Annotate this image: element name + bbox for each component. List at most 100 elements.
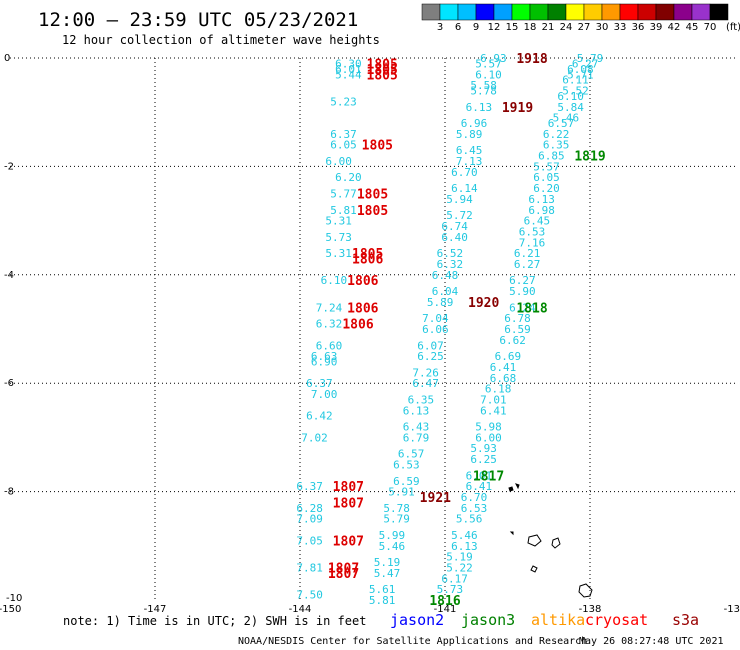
island-6 — [515, 483, 520, 490]
swh-label: 6.13 — [528, 193, 555, 206]
pass-time-label: 1806 — [352, 253, 383, 268]
swh-label: 5.19 — [374, 556, 401, 569]
swh-label: 6.14 — [451, 182, 478, 195]
colorbar-swatch — [421, 3, 441, 21]
pass-time-label: 1805 — [357, 204, 388, 219]
colorbar-tick: 12 — [488, 22, 501, 33]
swh-label: 5.84 — [557, 101, 584, 114]
colorbar-swatch — [601, 3, 621, 21]
swh-label: 6.53 — [461, 502, 488, 515]
swh-label: 5.78 — [383, 502, 410, 515]
swh-label: 6.98 — [528, 204, 555, 217]
swh-label: 6.35 — [408, 393, 435, 406]
island-3 — [530, 565, 538, 573]
colorbar-tick: 30 — [596, 22, 609, 33]
swh-label: 6.10 — [475, 68, 502, 81]
swh-label: 6.62 — [499, 334, 526, 347]
colorbar-swatch — [457, 3, 477, 21]
pass-time-label: 1805 — [362, 139, 393, 154]
colorbar-swatch — [655, 3, 675, 21]
colorbar-tick: 39 — [650, 22, 663, 33]
pass-time-label: 1807 — [333, 534, 364, 549]
swh-label: 6.37 — [306, 377, 333, 390]
swh-label: 7.04 — [422, 312, 449, 325]
island-4 — [578, 583, 593, 598]
swh-label: 6.85 — [538, 150, 565, 163]
swh-label: 7.02 — [301, 431, 328, 444]
swh-label: 6.21 — [514, 247, 541, 260]
swh-label: 6.68 — [490, 372, 517, 385]
swh-label: 5.19 — [446, 551, 473, 564]
swh-label: 5.61 — [369, 583, 396, 596]
swh-label: 6.45 — [524, 215, 551, 228]
swh-label: 5.56 — [456, 513, 483, 526]
swh-label: 6.79 — [403, 431, 430, 444]
swh-label: 5.58 — [470, 79, 497, 92]
colorbar-swatch — [709, 3, 729, 21]
colorbar-swatch — [493, 3, 513, 21]
swh-label: 5.46 — [451, 529, 478, 542]
swh-label: 5.72 — [446, 209, 473, 222]
colorbar-swatch — [637, 3, 657, 21]
swh-label: 5.47 — [374, 567, 401, 580]
swh-label: 6.24 — [509, 301, 536, 314]
colorbar-tick: 27 — [578, 22, 591, 33]
colorbar-tick: 33 — [614, 22, 627, 33]
mission-jason3: jason3 — [461, 611, 515, 629]
x-tick-label: -144 — [289, 604, 312, 615]
swh-label: 6.63 — [311, 350, 338, 363]
x-tick-label: -135 — [724, 604, 740, 615]
swh-label: 5.89 — [456, 128, 483, 141]
chart-subtitle: 12 hour collection of altimeter wave hei… — [62, 33, 380, 47]
colorbar-tick: 18 — [524, 22, 537, 33]
colorbar-tick: 42 — [668, 22, 681, 33]
swh-label: 6.53 — [519, 225, 546, 238]
swh-label: 6.41 — [490, 361, 517, 374]
swh-label: 6.42 — [306, 410, 333, 423]
colorbar-legend: 3 6 9 12 15 18 21 24 27 30 33 36 39 42 45 70 (ft) — [421, 3, 740, 33]
x-tick-label: -141 — [434, 604, 457, 615]
pass-time-label: 1918 — [516, 52, 547, 67]
swh-label: 6.22 — [543, 128, 570, 141]
mission-cryosat: cryosat — [585, 611, 648, 629]
colorbar-swatch — [439, 3, 459, 21]
pass-time-label: 1807 — [333, 480, 364, 495]
swh-label: 6.28 — [296, 502, 323, 515]
swh-label: 5.98 — [475, 421, 502, 434]
swh-label: 7.26 — [412, 366, 439, 379]
swh-values: 6.306.015.445.236.376.056.006.205.775.81… — [296, 52, 603, 607]
pass-time-label: 1805 — [367, 63, 398, 78]
chart-title: 12:00 – 23:59 UTC 05/23/2021 — [38, 9, 358, 31]
swh-label: 6.25 — [417, 350, 444, 363]
swh-label: 5.73 — [325, 231, 352, 244]
swh-label: 6.59 — [393, 475, 420, 488]
swh-label: 6.20 — [533, 182, 560, 195]
pass-time-label: 1806 — [347, 274, 378, 289]
swh-label: 5.23 — [330, 95, 357, 108]
swh-label: 5.31 — [325, 215, 352, 228]
swh-label: 7.50 — [296, 589, 323, 602]
pass-time-label: 1805 — [367, 68, 398, 83]
coastline — [508, 483, 593, 598]
pass-time-label: 1920 — [468, 296, 499, 311]
colorbar-swatch — [583, 3, 603, 21]
colorbar-swatch — [475, 3, 495, 21]
swh-label: 5.52 — [562, 85, 589, 98]
swh-label: 6.59 — [504, 323, 531, 336]
swh-label: 6.90 — [311, 356, 338, 369]
swh-label: 6.27 — [572, 57, 599, 70]
swh-label: 6.70 — [451, 166, 478, 179]
y-tick-label: 0 — [4, 53, 10, 64]
swh-label: 6.05 — [330, 139, 357, 152]
pass-time-label: 1807 — [328, 561, 359, 576]
swh-label: 6.57 — [548, 117, 575, 130]
swh-label: 5.79 — [383, 513, 410, 526]
swh-label: 7.09 — [296, 513, 323, 526]
swh-label: 6.13 — [466, 101, 493, 114]
swh-label: 5.77 — [330, 188, 357, 201]
swh-label: 7.24 — [316, 301, 343, 314]
pass-time-label: 1818 — [516, 301, 547, 316]
swh-label: 6.25 — [470, 453, 497, 466]
colorbar-unit: (ft) — [726, 22, 740, 33]
